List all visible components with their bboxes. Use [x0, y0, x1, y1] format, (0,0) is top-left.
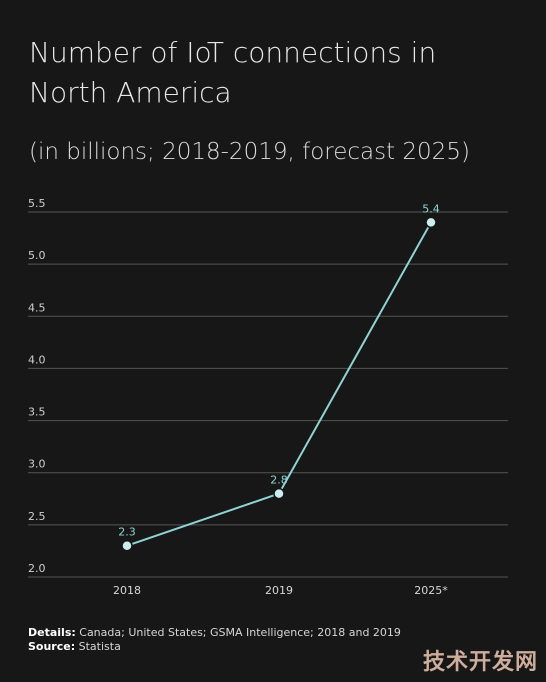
- x-tick-label: 2025*: [414, 584, 448, 597]
- details-label: Details:: [28, 626, 76, 639]
- source-label: Source:: [28, 640, 76, 653]
- chart-subtitle: (in billions; 2018-2019, forecast 2025): [29, 139, 470, 165]
- y-tick-label: 5.5: [28, 197, 46, 210]
- data-label: 2.8: [270, 474, 288, 487]
- x-tick-label: 2018: [113, 584, 141, 597]
- data-point: [121, 539, 133, 552]
- data-point: [273, 487, 285, 500]
- details-text: Canada; United States; GSMA Intelligence…: [79, 626, 401, 639]
- data-point: [425, 216, 437, 229]
- source-text: Statista: [78, 640, 121, 653]
- line-chart: 2.0 2.5 3.0 3.5 4.0 4.5 5.0 5.5 2018 2019 2025* 2.3…: [28, 197, 508, 597]
- y-tick-label: 3.0: [28, 458, 46, 471]
- y-tick-label: 4.0: [28, 353, 46, 366]
- chart-title: Number of IoT connections in North Ameri…: [29, 36, 437, 109]
- x-tick-label: 2019: [265, 584, 293, 597]
- source-line: Source: Statista: [28, 640, 401, 654]
- details-line: Details: Canada; United States; GSMA Int…: [28, 626, 401, 640]
- chart-footer: Details: Canada; United States; GSMA Int…: [28, 626, 401, 654]
- y-tick-label: 5.0: [28, 249, 46, 262]
- y-tick-label: 4.5: [28, 301, 46, 314]
- y-tick-label: 3.5: [28, 406, 46, 419]
- y-tick-label: 2.0: [28, 562, 46, 575]
- data-label: 5.4: [422, 202, 440, 215]
- y-tick-label: 2.5: [28, 510, 46, 523]
- data-label: 2.3: [118, 526, 136, 539]
- watermark-logo: 技术开发网: [422, 650, 538, 675]
